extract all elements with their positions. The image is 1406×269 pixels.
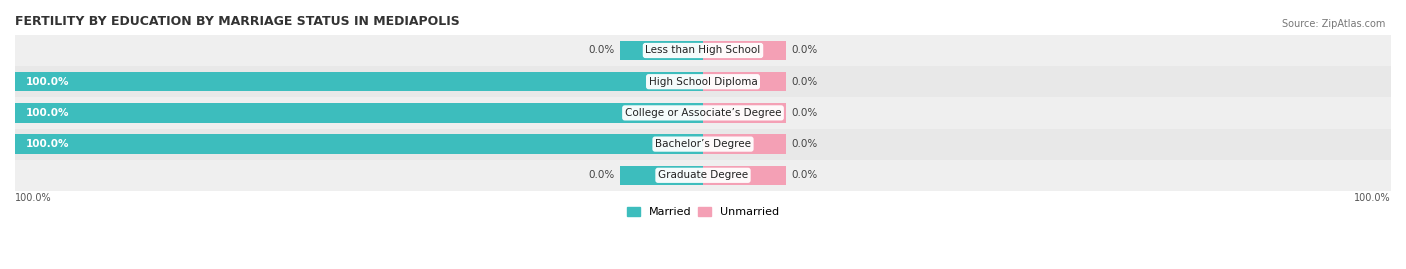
Bar xyxy=(15,129,1391,160)
Bar xyxy=(620,41,703,60)
Text: Less than High School: Less than High School xyxy=(645,45,761,55)
Text: College or Associate’s Degree: College or Associate’s Degree xyxy=(624,108,782,118)
Text: 0.0%: 0.0% xyxy=(589,45,614,55)
Bar xyxy=(703,134,786,154)
Bar xyxy=(15,35,1391,66)
Text: 100.0%: 100.0% xyxy=(25,108,69,118)
Text: 0.0%: 0.0% xyxy=(792,77,817,87)
Text: Graduate Degree: Graduate Degree xyxy=(658,170,748,180)
Text: 0.0%: 0.0% xyxy=(792,139,817,149)
Bar xyxy=(15,66,1391,97)
Text: 100.0%: 100.0% xyxy=(25,139,69,149)
Text: 100.0%: 100.0% xyxy=(25,77,69,87)
Bar xyxy=(703,166,786,185)
Bar xyxy=(15,134,703,154)
Bar xyxy=(15,97,1391,129)
Text: 0.0%: 0.0% xyxy=(792,45,817,55)
Bar xyxy=(703,103,786,123)
Text: 0.0%: 0.0% xyxy=(792,170,817,180)
Text: 100.0%: 100.0% xyxy=(15,193,52,203)
Text: Bachelor’s Degree: Bachelor’s Degree xyxy=(655,139,751,149)
Bar xyxy=(703,41,786,60)
Bar xyxy=(15,160,1391,191)
Bar xyxy=(15,103,703,123)
Text: Source: ZipAtlas.com: Source: ZipAtlas.com xyxy=(1281,19,1385,29)
Bar xyxy=(15,72,703,91)
Text: High School Diploma: High School Diploma xyxy=(648,77,758,87)
Text: FERTILITY BY EDUCATION BY MARRIAGE STATUS IN MEDIAPOLIS: FERTILITY BY EDUCATION BY MARRIAGE STATU… xyxy=(15,15,460,28)
Bar xyxy=(703,72,786,91)
Text: 0.0%: 0.0% xyxy=(589,170,614,180)
Bar xyxy=(620,166,703,185)
Text: 100.0%: 100.0% xyxy=(1354,193,1391,203)
Legend: Married, Unmarried: Married, Unmarried xyxy=(621,203,785,222)
Text: 0.0%: 0.0% xyxy=(792,108,817,118)
